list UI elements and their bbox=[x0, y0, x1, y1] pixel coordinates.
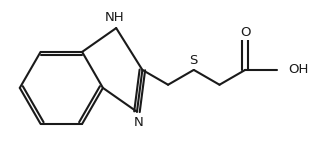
Text: N: N bbox=[134, 116, 144, 129]
Text: NH: NH bbox=[105, 11, 124, 24]
Text: OH: OH bbox=[289, 63, 309, 76]
Text: S: S bbox=[190, 54, 198, 68]
Text: O: O bbox=[240, 26, 250, 39]
